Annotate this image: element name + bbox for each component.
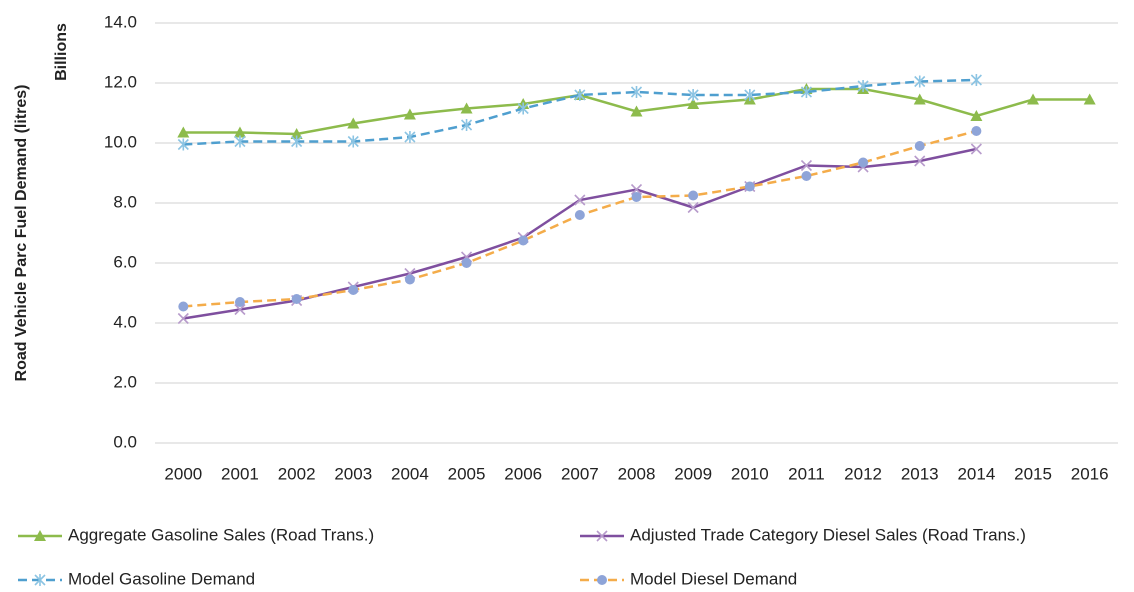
marker (744, 181, 755, 192)
x-tick-label: 2008 (618, 464, 656, 483)
marker (970, 143, 982, 155)
marker (687, 201, 699, 214)
marker (518, 235, 529, 246)
marker (234, 135, 246, 148)
marker (857, 80, 869, 92)
marker (290, 128, 303, 139)
series-line (183, 78, 977, 146)
marker (461, 258, 472, 268)
marker (574, 194, 586, 206)
x-tick-label: 2005 (448, 464, 486, 483)
marker (800, 86, 813, 98)
marker (630, 183, 643, 196)
marker (801, 171, 812, 181)
marker (858, 157, 869, 168)
marker (970, 110, 983, 121)
marker (970, 74, 982, 86)
marker (403, 108, 416, 120)
x-tick-label: 2004 (391, 464, 429, 483)
y-tick-label: 14.0 (104, 12, 137, 31)
marker (631, 192, 642, 202)
y-axis-label: Road Vehicle Parc Fuel Demand (litres) (13, 85, 30, 382)
marker (178, 301, 189, 312)
marker (914, 155, 926, 167)
x-tick-label: 2015 (1014, 464, 1052, 483)
x-tick-label: 2014 (957, 464, 995, 483)
marker (234, 303, 246, 316)
marker (630, 105, 643, 117)
y-tick-label: 2.0 (113, 372, 137, 391)
marker (1027, 93, 1040, 105)
x-tick-label: 2011 (788, 464, 825, 483)
legend-label: Model Gasoline Demand (68, 569, 255, 588)
x-tick-label: 2006 (504, 464, 542, 483)
marker (348, 285, 359, 295)
legend-label: Aggregate Gasoline Sales (Road Trans.) (68, 525, 374, 544)
marker (404, 131, 416, 143)
x-tick-label: 2002 (278, 464, 316, 483)
marker (233, 126, 246, 138)
marker (630, 86, 643, 98)
marker (177, 126, 190, 138)
y-tick-label: 10.0 (104, 132, 137, 151)
legend-label: Adjusted Trade Category Diesel Sales (Ro… (630, 525, 1026, 544)
marker (460, 102, 473, 114)
y-tick-label: 8.0 (113, 192, 137, 211)
marker (34, 530, 46, 541)
marker (800, 159, 813, 172)
x-tick-label: 2007 (561, 464, 599, 483)
marker (517, 102, 529, 115)
marker (687, 89, 699, 101)
marker (914, 75, 926, 88)
x-tick-label: 2000 (164, 464, 202, 483)
marker (177, 138, 189, 151)
y-tick-label: 0.0 (113, 432, 137, 451)
marker (291, 294, 302, 304)
marker (34, 574, 46, 586)
marker (291, 135, 303, 148)
legend-label: Model Diesel Demand (630, 569, 797, 588)
x-tick-label: 2003 (334, 464, 372, 483)
marker (574, 210, 585, 220)
marker (971, 126, 982, 136)
marker (688, 190, 699, 201)
series-line (183, 147, 977, 320)
y-tick-label: 4.0 (113, 312, 137, 331)
marker (347, 117, 360, 129)
marker (460, 119, 473, 131)
marker (913, 93, 926, 105)
x-tick-label: 2016 (1071, 464, 1109, 483)
x-tick-label: 2009 (674, 464, 712, 483)
marker (574, 89, 586, 101)
unit-label: Billions (53, 23, 70, 81)
x-tick-label: 2013 (901, 464, 939, 483)
marker (347, 135, 359, 148)
marker (404, 274, 415, 285)
marker (177, 312, 189, 325)
marker (914, 141, 925, 151)
x-tick-label: 2012 (844, 464, 882, 483)
marker (597, 575, 607, 585)
marker (687, 98, 700, 109)
marker (234, 297, 245, 307)
marker (744, 89, 756, 101)
x-tick-label: 2010 (731, 464, 769, 483)
y-tick-label: 12.0 (104, 72, 137, 91)
marker (1083, 93, 1096, 105)
y-tick-label: 6.0 (113, 252, 137, 271)
x-tick-label: 2001 (221, 464, 259, 483)
marker (596, 530, 608, 542)
